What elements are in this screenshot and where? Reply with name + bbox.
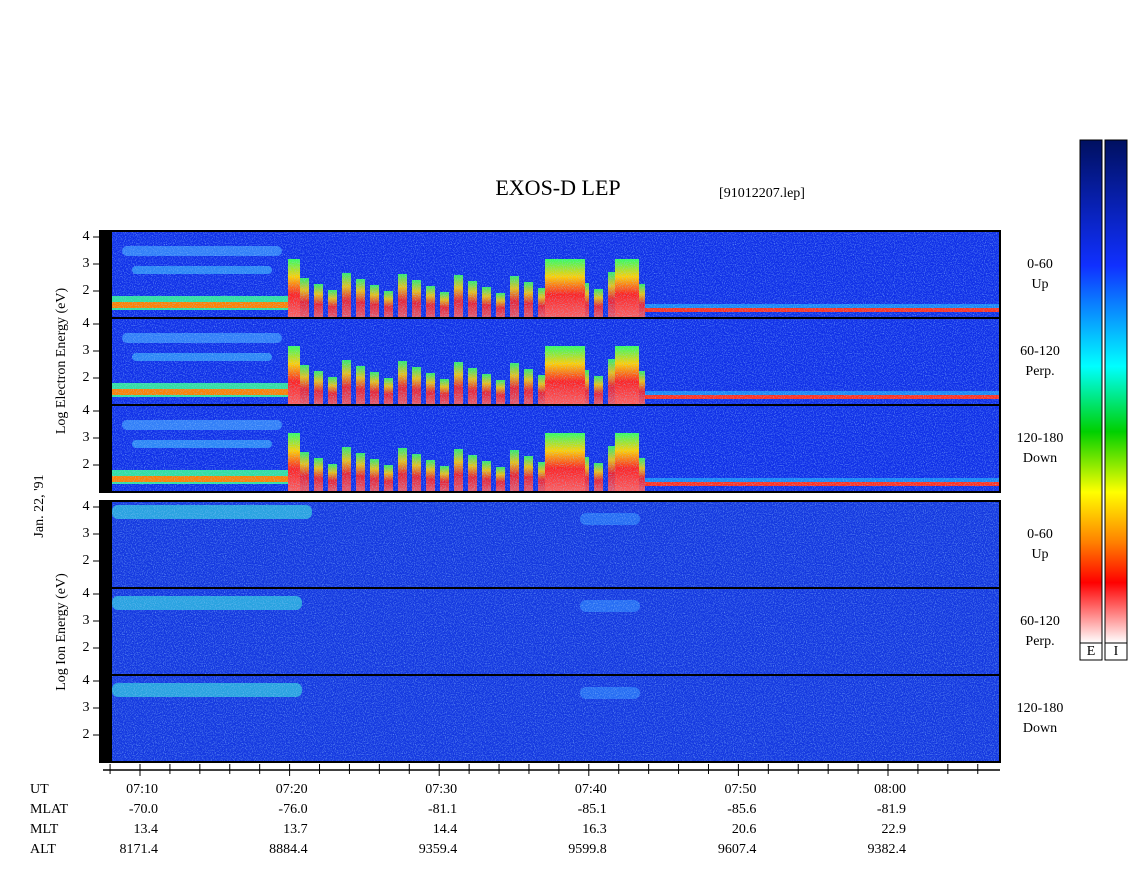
row-value: 08:00 — [874, 782, 906, 797]
pitch-angle-direction: Down — [1023, 451, 1057, 466]
pitch-angle-direction: Perp. — [1025, 364, 1054, 379]
noise — [112, 588, 1000, 675]
colorbar — [1104, 139, 1128, 644]
energy-tick-label: 4 — [83, 403, 90, 418]
row-value: 9607.4 — [718, 842, 757, 857]
noise — [112, 231, 1000, 318]
energy-tick-label: 2 — [83, 553, 90, 568]
row-value: 20.6 — [732, 822, 757, 837]
energy-tick-label: 3 — [83, 526, 90, 541]
noise — [112, 501, 1000, 588]
row-value: 22.9 — [882, 822, 907, 837]
row-value: 07:30 — [425, 782, 457, 797]
energy-tick-label: 3 — [83, 343, 90, 358]
energy-tick-label: 4 — [83, 586, 90, 601]
pitch-angle-range: 120-180 — [1017, 431, 1064, 446]
noise — [112, 675, 1000, 762]
energy-tick-label: 4 — [83, 229, 90, 244]
row-value: -85.1 — [578, 802, 607, 817]
energy-tick-label: 4 — [83, 673, 90, 688]
panel-left-bar — [100, 675, 112, 762]
energy-tick-label: 2 — [83, 727, 90, 742]
energy-tick-label: 4 — [83, 316, 90, 331]
row-value: 07:10 — [126, 782, 158, 797]
row-value: -85.6 — [727, 802, 756, 817]
pitch-angle-direction: Perp. — [1025, 634, 1054, 649]
row-value: 16.3 — [582, 822, 607, 837]
pitch-angle-range: 0-60 — [1027, 257, 1053, 272]
electron-axis-label: Log Electron Energy (eV) — [54, 288, 69, 435]
pitch-angle-direction: Up — [1031, 547, 1048, 562]
energy-tick-label: 3 — [83, 430, 90, 445]
colorbar-label-box — [1104, 642, 1128, 661]
row-value: 07:40 — [575, 782, 607, 797]
energy-tick-label: 2 — [83, 370, 90, 385]
noise — [112, 318, 1000, 405]
row-value: 9382.4 — [868, 842, 907, 857]
row-value: 13.4 — [134, 822, 159, 837]
row-value: -81.9 — [877, 802, 906, 817]
colorbar-label-box — [1079, 642, 1103, 661]
time-axis: UT 07:10 07:20 07:30 07:40 07:50 08:00 MLAT -70.… — [30, 764, 1000, 857]
pitch-angle-range: 0-60 — [1027, 527, 1053, 542]
energy-tick-label: 3 — [83, 256, 90, 271]
row-value: 9599.8 — [568, 842, 607, 857]
panel-left-bar — [100, 318, 112, 405]
row-value: -76.0 — [278, 802, 307, 817]
row-value: -70.0 — [129, 802, 158, 817]
row-label: MLAT — [30, 802, 69, 817]
row-value: 8171.4 — [120, 842, 159, 857]
row-value: 9359.4 — [419, 842, 458, 857]
ion-axis-label: Log Ion Energy (eV) — [54, 573, 69, 691]
energy-tick-label: 4 — [83, 499, 90, 514]
date-label: Jan. 22, '91 — [32, 474, 47, 537]
row-label: ALT — [30, 842, 56, 857]
pitch-angle-range: 60-120 — [1020, 344, 1060, 359]
pitch-angle-direction: Down — [1023, 721, 1057, 736]
row-value: 07:20 — [276, 782, 308, 797]
noise — [112, 405, 1000, 492]
panel-left-bar — [100, 588, 112, 675]
panel-left-bar — [100, 405, 112, 492]
energy-tick-label: 2 — [83, 457, 90, 472]
pitch-angle-range: 120-180 — [1017, 701, 1064, 716]
pitch-angle-range: 60-120 — [1020, 614, 1060, 629]
panels: 2 3 4 0-60 Up 2 3 4 60-120 Perp. 2 3 4 120-180 Down 2 3 4… — [83, 229, 1064, 763]
row-value: 8884.4 — [269, 842, 308, 857]
row-value: -81.1 — [428, 802, 457, 817]
colorbar-label: I — [1114, 644, 1119, 659]
row-value: 14.4 — [433, 822, 458, 837]
panel-left-bar — [100, 231, 112, 318]
energy-tick-label: 2 — [83, 640, 90, 655]
energy-tick-label: 3 — [83, 700, 90, 715]
file-name: [91012207.lep] — [719, 186, 805, 201]
colorbar — [1079, 139, 1103, 644]
pitch-angle-direction: Up — [1031, 277, 1048, 292]
colorbar-label: E — [1087, 644, 1096, 659]
energy-tick-label: 2 — [83, 283, 90, 298]
title: EXOS-D LEP — [495, 175, 620, 200]
row-value: 07:50 — [725, 782, 757, 797]
row-label: UT — [30, 782, 49, 797]
row-value: 13.7 — [283, 822, 308, 837]
panel-left-bar — [100, 501, 112, 588]
row-label: MLT — [30, 822, 59, 837]
energy-tick-label: 3 — [83, 613, 90, 628]
